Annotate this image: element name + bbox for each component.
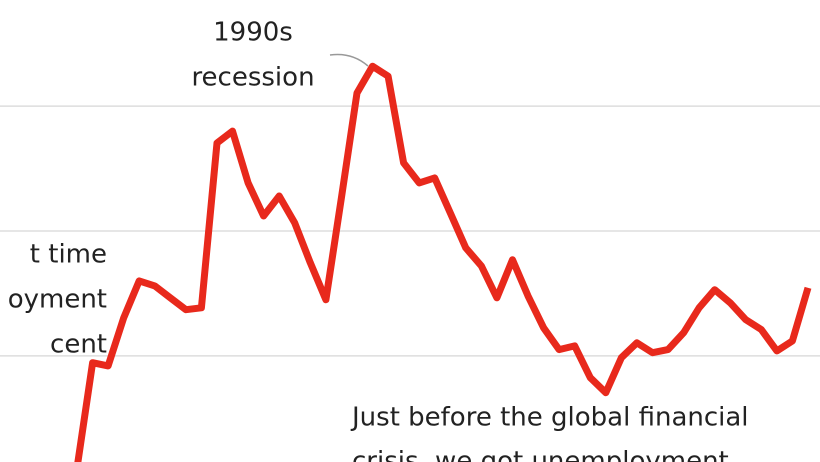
annotation: oyment	[8, 285, 107, 315]
annotation: crisis, we got unemployment	[352, 447, 729, 462]
annotation: t time	[30, 240, 107, 270]
annotation: 1990s	[213, 18, 293, 48]
leader-line	[329, 53, 369, 67]
annotation: Just before the global financial	[350, 403, 749, 433]
line	[74, 62, 812, 462]
annotation: recession	[191, 63, 314, 93]
annotation: cent	[50, 330, 107, 360]
